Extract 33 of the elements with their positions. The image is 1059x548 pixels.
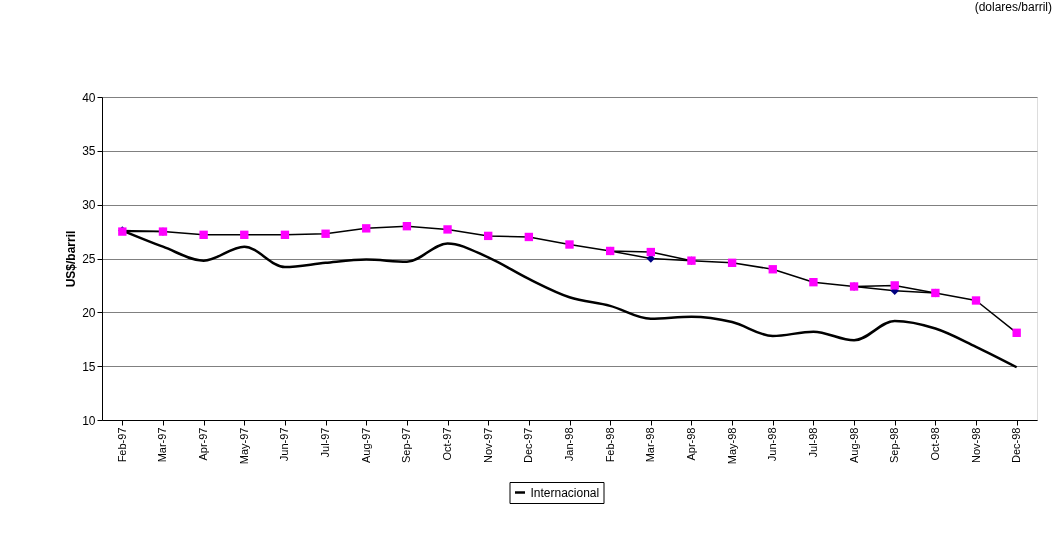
y-tick-label: 10 bbox=[82, 413, 96, 428]
x-tick-label: Aug-98 bbox=[847, 427, 860, 463]
x-tick-label: Sep-97 bbox=[400, 427, 413, 463]
y-tick-label: 30 bbox=[82, 198, 96, 213]
x-tick-label: Apr-97 bbox=[197, 427, 210, 461]
x-tick-label: Oct-97 bbox=[441, 427, 454, 461]
x-tick-label: Jun-97 bbox=[278, 427, 291, 462]
text: (dolares/barril) bbox=[974, 0, 1052, 14]
x-tick-label: May-97 bbox=[237, 427, 250, 465]
y-tick-label: 15 bbox=[82, 359, 96, 374]
x-tick-label: May-98 bbox=[725, 427, 738, 465]
x-tick-label: Jan-98 bbox=[563, 427, 575, 462]
y-axis-title: US$/barril bbox=[64, 230, 79, 288]
y-tick-label: 25 bbox=[82, 252, 96, 266]
x-tick-label: Mar-98 bbox=[644, 427, 657, 463]
x-tick-label: Dec-97 bbox=[522, 427, 535, 463]
x-tick-label: Sep-98 bbox=[888, 427, 901, 463]
x-tick-label: Dec-98 bbox=[1010, 427, 1023, 463]
x-tick-label: Feb-98 bbox=[603, 427, 616, 463]
y-tick-label: 40 bbox=[82, 90, 96, 105]
x-tick-label: Oct-98 bbox=[928, 427, 941, 461]
x-tick-label: Feb-97 bbox=[115, 427, 128, 463]
x-tick-label: Jul-98 bbox=[806, 427, 819, 458]
y-tick-label: 20 bbox=[82, 305, 96, 320]
x-tick-label: Jun-98 bbox=[766, 427, 779, 462]
x-tick-label: Nov-97 bbox=[481, 427, 494, 463]
x-tick-label: Apr-98 bbox=[684, 427, 697, 461]
x-tick-label: Aug-97 bbox=[359, 427, 372, 463]
x-tick-label: Jul-97 bbox=[319, 427, 332, 458]
legend-label: Internacional bbox=[530, 485, 600, 500]
x-tick-label: Mar-97 bbox=[156, 427, 169, 463]
x-tick-label: Nov-98 bbox=[969, 427, 982, 463]
y-tick-label: 35 bbox=[82, 144, 96, 159]
